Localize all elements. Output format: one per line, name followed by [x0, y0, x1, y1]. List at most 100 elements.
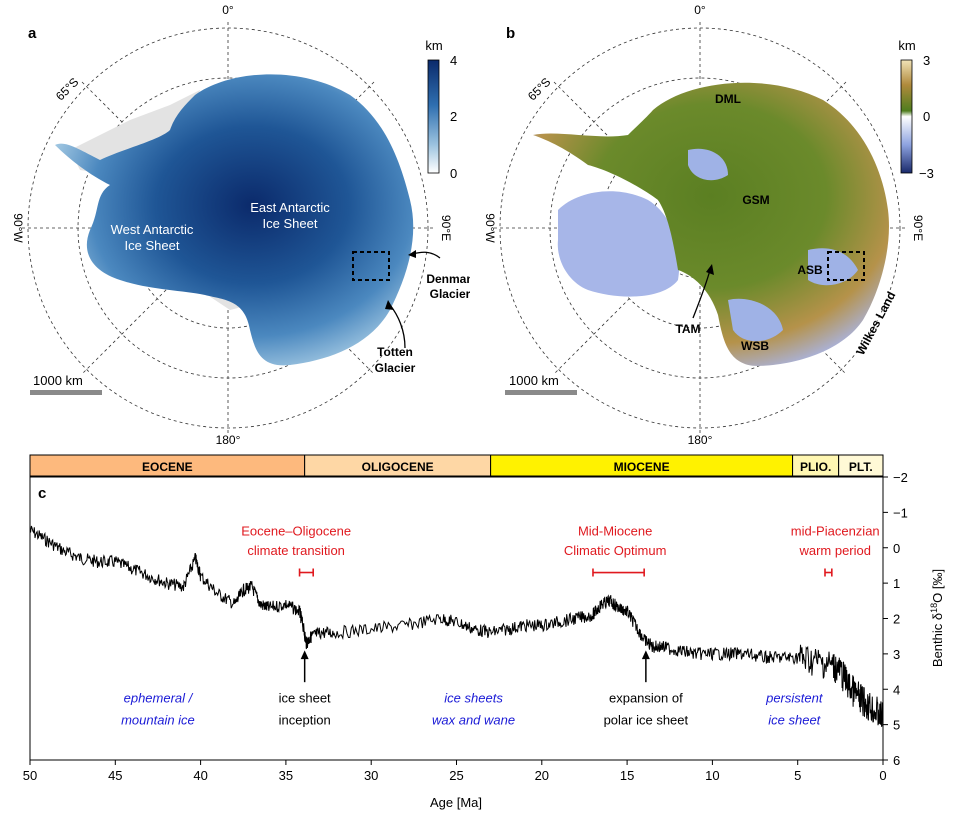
x-axis: 50 45 40 35 30 25 20 15 10 5 0	[23, 760, 887, 783]
scale-bar	[30, 390, 102, 395]
x-tick-label: 10	[705, 768, 719, 783]
colorbar-tick: 2	[450, 109, 457, 124]
lat-label: 65°S	[525, 75, 553, 103]
label-denman-1: Denman	[426, 272, 470, 286]
colorbar-tick: 0	[450, 166, 457, 181]
x-tick-label: 0	[879, 768, 886, 783]
x-tick-label: 20	[535, 768, 549, 783]
label-totten-2: Glacier	[375, 361, 416, 375]
event-label: Eocene–Oligocene	[241, 523, 351, 538]
arrow-label: inception	[279, 713, 331, 728]
scale-bar	[505, 390, 577, 395]
study-area-box	[352, 251, 390, 281]
panel-letter-b: b	[506, 25, 515, 42]
label-dml: DML	[715, 92, 741, 106]
annotations: Eocene–Oligocene climate transition Mid-Mi…	[121, 523, 880, 727]
label-asb: ASB	[797, 263, 823, 277]
epoch-label: PLIO.	[800, 460, 831, 474]
arrow-label: expansion of	[609, 691, 683, 706]
label-east-antarctic-2: Ice Sheet	[263, 216, 318, 231]
ice-shelf-shape	[70, 90, 270, 310]
arrow-label: polar ice sheet	[604, 713, 689, 728]
label-west-antarctic-2: Ice Sheet	[125, 238, 180, 253]
scale-bar-label: 1000 km	[509, 373, 559, 388]
y-tick-label: 6	[893, 753, 900, 768]
event-label: climate transition	[247, 543, 345, 558]
event-arrowhead	[641, 650, 650, 660]
y-tick-label: 2	[893, 612, 900, 627]
d18o-series-line	[29, 525, 884, 727]
totten-arrowhead	[385, 300, 394, 310]
y-axis-label: Benthic δ18O [‰]	[929, 569, 945, 667]
y-axis: −2 −1 0 1 2 3 4 5 6	[883, 470, 908, 768]
subglacial-basin-shape	[728, 298, 783, 342]
denman-arrow	[411, 251, 441, 259]
tam-arrowhead	[706, 264, 714, 275]
label-east-antarctic-1: East Antarctic	[250, 200, 330, 215]
lon-label-left: 90°W	[483, 213, 497, 243]
label-gsm: GSM	[742, 193, 769, 207]
label-totten-1: Totten	[377, 345, 413, 359]
lon-label-right: 90°E	[911, 215, 925, 241]
lat-label: 65°S	[53, 75, 81, 103]
colorbar-tick: 4	[450, 53, 457, 68]
lon-label-right: 90°E	[439, 215, 453, 241]
epoch-label: MIOCENE	[614, 460, 670, 474]
y-tick-label: 5	[893, 718, 900, 733]
colorbar-unit: km	[425, 38, 442, 53]
epoch-bar: EOCENE OLIGOCENE MIOCENE PLIO. PLT.	[29, 454, 884, 477]
colorbar	[427, 59, 440, 174]
ice-sheet-shape	[55, 74, 414, 366]
lon-label-top: 0°	[694, 3, 706, 17]
lon-label-left: 90°W	[11, 213, 25, 243]
x-tick-label: 25	[449, 768, 463, 783]
event-arrowhead	[300, 650, 309, 660]
event-label: warm period	[798, 543, 871, 558]
x-tick-label: 40	[193, 768, 207, 783]
lon-label-top: 0°	[222, 3, 234, 17]
x-tick-label: 30	[364, 768, 378, 783]
scale-bar-label: 1000 km	[33, 373, 83, 388]
regime-label: persistent	[765, 691, 824, 706]
x-tick-label: 15	[620, 768, 634, 783]
regime-label: wax and wane	[432, 713, 515, 728]
antarctica-ice-thickness-map: a 0° 180° 90°W 90°E 65°S West Antarctic …	[11, 3, 470, 447]
benthic-d18o-chart: EOCENE OLIGOCENE MIOCENE PLIO. PLT. c 50 45 40…	[23, 454, 945, 810]
y-tick-label: 0	[893, 541, 900, 556]
regime-label: ice sheet	[768, 713, 821, 728]
y-tick-label: 3	[893, 647, 900, 662]
east-antarctic-bed-shape	[533, 82, 889, 366]
regime-label: ephemeral /	[124, 691, 194, 706]
label-denman-2: Glacier	[430, 287, 470, 301]
epoch-label: OLIGOCENE	[362, 460, 434, 474]
label-wsb: WSB	[741, 339, 769, 353]
event-label: mid-Piacenzian	[791, 523, 880, 538]
label-tam: TAM	[675, 322, 700, 336]
y-tick-label: −2	[893, 470, 908, 485]
event-label: Mid-Miocene	[578, 523, 652, 538]
colorbar-tick: 3	[923, 53, 930, 68]
regime-label: mountain ice	[121, 713, 195, 728]
arrow-label: ice sheet	[279, 691, 331, 706]
label-west-antarctic-1: West Antarctic	[111, 222, 194, 237]
antarctica-bed-topography-map: b 0° 180° 90°W 90°E 65°S DML GSM ASB WSB…	[483, 3, 934, 447]
tam-arrow	[692, 269, 711, 319]
colorbar-unit: km	[898, 38, 915, 53]
epoch-label: PLT.	[849, 460, 873, 474]
x-tick-label: 45	[108, 768, 122, 783]
y-tick-label: −1	[893, 505, 908, 520]
x-tick-label: 35	[279, 768, 293, 783]
colorbar-tick: −3	[919, 166, 934, 181]
subglacial-basin-shape	[688, 148, 728, 181]
panel-letter-c: c	[38, 485, 46, 502]
x-tick-label: 50	[23, 768, 37, 783]
regime-label: ice sheets	[444, 691, 503, 706]
epoch-band	[838, 454, 884, 477]
denman-arrowhead	[408, 250, 416, 258]
lon-label-bottom: 180°	[216, 433, 241, 447]
y-tick-label: 4	[893, 682, 900, 697]
study-area-box	[827, 251, 865, 281]
x-axis-label: Age [Ma]	[430, 795, 482, 810]
event-label: Climatic Optimum	[564, 543, 667, 558]
epoch-label: EOCENE	[142, 460, 193, 474]
